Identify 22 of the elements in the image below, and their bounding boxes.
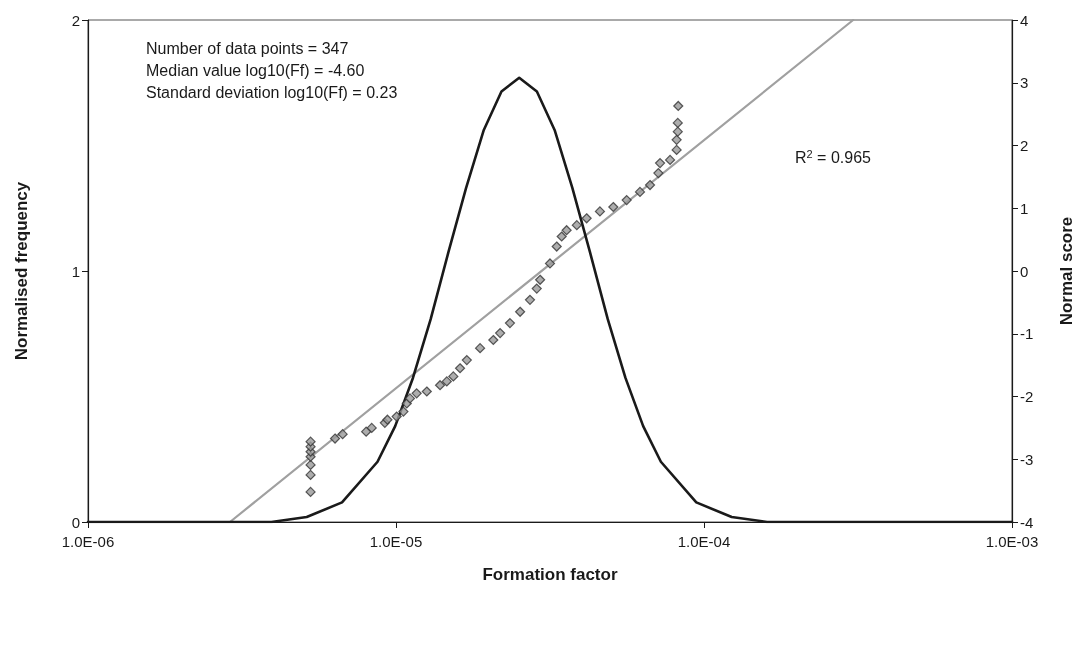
y-tick-label: 2 (71, 11, 80, 29)
y2-tick-label: -1 (1020, 325, 1034, 343)
y-tick-label: 1 (71, 262, 80, 280)
x-tick-label: 1.0E-03 (985, 533, 1039, 550)
y-tick-label: 0 (71, 513, 80, 531)
y2-tick-label: 2 (1020, 137, 1029, 154)
y2-tick-label: 3 (1020, 74, 1029, 92)
y2-tick-label: -2 (1020, 388, 1034, 405)
x-tick-label: 1.0E-04 (677, 533, 731, 550)
y2-axis-title: Normal score (1057, 216, 1076, 326)
x-axis-title: Formation factor (482, 565, 618, 584)
y-axis-title: Normalised frequency (12, 181, 31, 361)
x-tick-label: 1.0E-05 (369, 533, 423, 550)
x-tick-label: 1.0E-06 (61, 533, 115, 550)
y2-tick-label: 0 (1020, 262, 1029, 280)
annotation: Standard deviation log10(Ff) = 0.23 (146, 83, 398, 101)
annotation: Number of data points = 347 (146, 39, 349, 57)
y2-tick-label: -4 (1020, 513, 1034, 531)
annotation: Median value log10(Ff) = -4.60 (146, 61, 365, 79)
y2-tick-label: 4 (1020, 11, 1029, 29)
y2-tick-label: -3 (1020, 450, 1034, 468)
y2-tick-label: 1 (1020, 199, 1029, 217)
